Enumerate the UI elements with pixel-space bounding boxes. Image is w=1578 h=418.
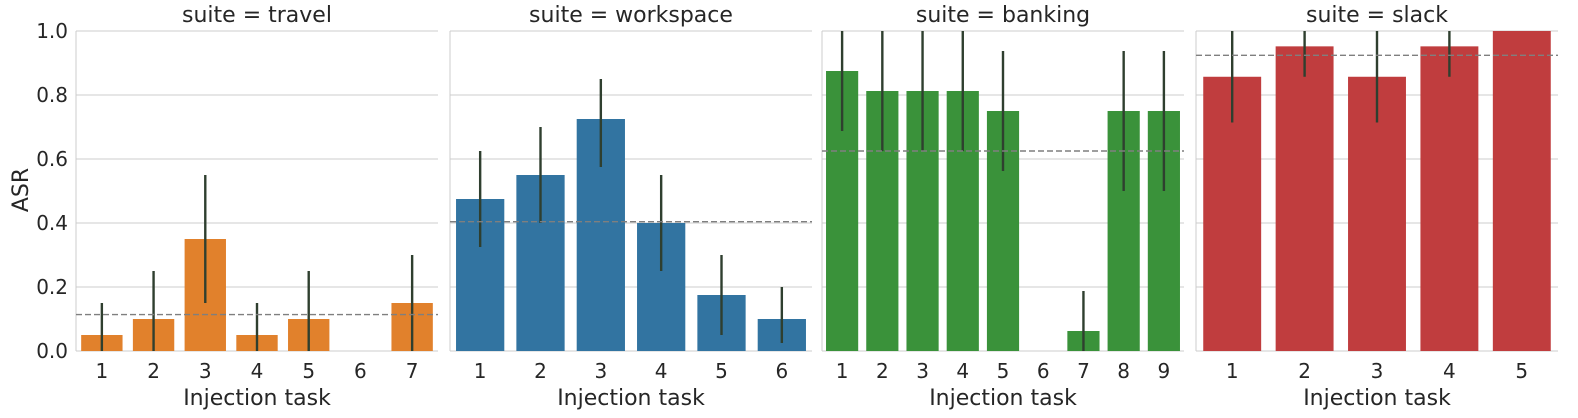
x-tick-label: 4	[1443, 359, 1456, 383]
y-tick-label: 0.6	[36, 147, 68, 171]
y-tick-label: 0.0	[36, 339, 68, 363]
x-tick-label: 2	[534, 359, 547, 383]
facet-panel: suite = banking 1 2 3 4 5 6 7 8 9 Injection task	[821, 3, 1184, 411]
x-axis-label: Injection task	[1303, 386, 1451, 411]
x-tick-label: 5	[997, 359, 1010, 383]
bar	[1492, 31, 1551, 351]
y-tick-label: 0.4	[36, 211, 68, 235]
x-tick-label: 2	[876, 359, 889, 383]
x-tick-label: 7	[1077, 359, 1090, 383]
x-tick-label: 6	[775, 359, 788, 383]
x-tick-label: 3	[916, 359, 929, 383]
facet-title: suite = travel	[182, 3, 332, 28]
facet-panel: suite = slack 1 2 3 4 5 Injection task	[1195, 3, 1558, 411]
facet-panel: suite = travel 1 2 3 4 5 6 7 Injection task 0.0 0.…	[36, 3, 438, 411]
y-tick-label: 1.0	[36, 19, 68, 43]
x-tick-label: 9	[1158, 359, 1171, 383]
x-axis-label: Injection task	[557, 386, 705, 411]
x-tick-label: 6	[1037, 359, 1050, 383]
x-tick-label: 5	[1515, 359, 1528, 383]
x-tick-label: 4	[251, 359, 264, 383]
bar	[1275, 46, 1334, 352]
x-tick-label: 1	[1226, 359, 1239, 383]
x-tick-label: 1	[474, 359, 487, 383]
x-axis-label: Injection task	[183, 386, 331, 411]
facet-title: suite = slack	[1306, 3, 1448, 28]
x-tick-label: 3	[199, 359, 212, 383]
x-tick-label: 2	[147, 359, 160, 383]
x-tick-label: 7	[406, 359, 419, 383]
y-tick-label: 0.8	[36, 83, 68, 107]
x-tick-label: 3	[1371, 359, 1384, 383]
x-tick-label: 4	[655, 359, 668, 383]
x-tick-label: 5	[715, 359, 728, 383]
x-tick-label: 3	[594, 359, 607, 383]
facet-title: suite = banking	[916, 3, 1090, 28]
y-tick-label: 0.2	[36, 275, 68, 299]
facet-panel: suite = workspace 1 2 3 4 5 6 Injection task	[449, 3, 812, 411]
bar	[1420, 46, 1479, 352]
x-tick-label: 8	[1117, 359, 1130, 383]
facet-title: suite = workspace	[529, 3, 733, 28]
y-axis-label: ASR	[9, 168, 34, 212]
x-axis-label: Injection task	[929, 386, 1077, 411]
x-tick-label: 5	[302, 359, 315, 383]
x-tick-label: 1	[836, 359, 849, 383]
x-tick-label: 4	[956, 359, 969, 383]
x-tick-label: 2	[1298, 359, 1311, 383]
x-tick-label: 6	[354, 359, 367, 383]
x-tick-label: 1	[95, 359, 108, 383]
